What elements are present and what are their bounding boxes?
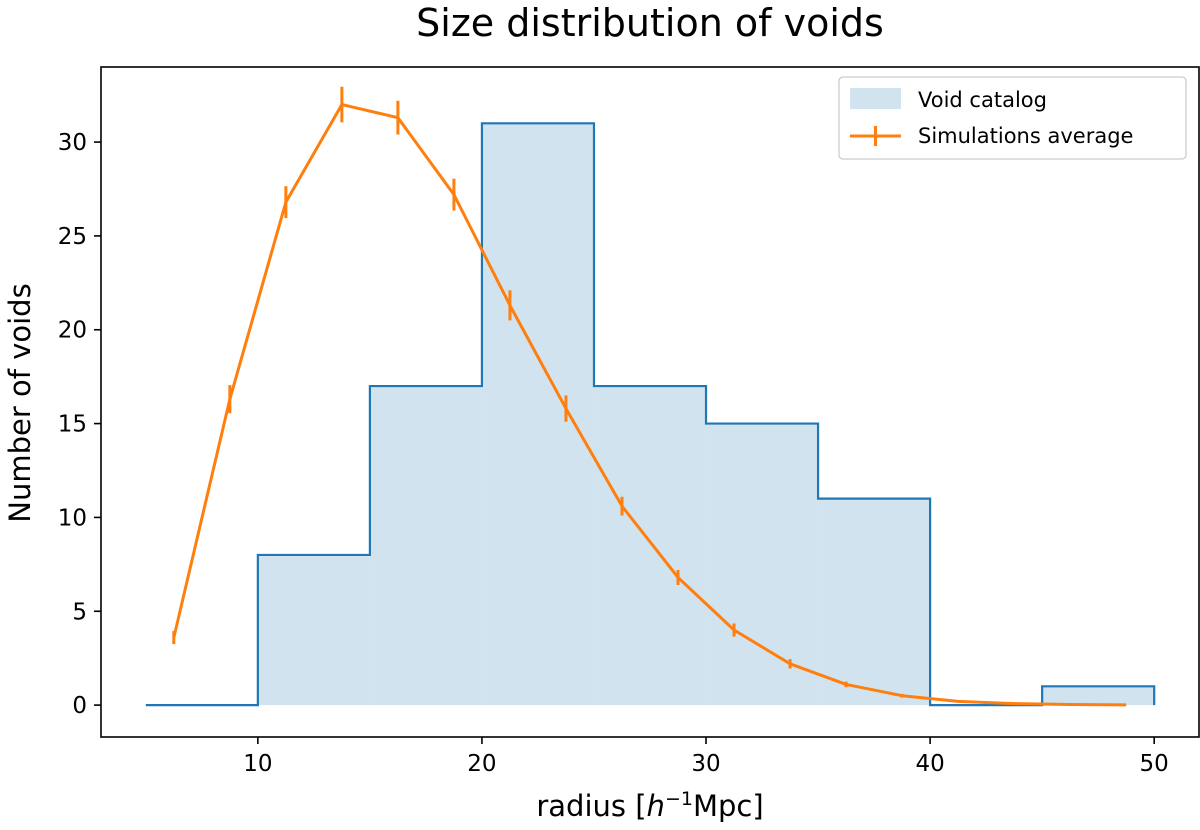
chart-title: Size distribution of voids: [416, 1, 884, 45]
histogram-bar-25-30: [593, 386, 707, 706]
legend: Void catalog Simulations average: [838, 76, 1187, 160]
histogram-bar-20-25: [481, 123, 594, 706]
plot-area: [145, 86, 1156, 707]
y-tick-label-20: 20: [58, 318, 87, 344]
y-axis-label: Number of voids: [3, 283, 37, 522]
x-tick-label-10: 10: [243, 751, 272, 777]
legend-label-void-catalog: Void catalog: [918, 88, 1047, 112]
y-tick-label-30: 30: [58, 130, 87, 156]
y-tick-label-0: 0: [72, 693, 87, 719]
legend-box: [838, 76, 1187, 160]
x-tick-label-20: 20: [467, 751, 496, 777]
histogram-bar-10-15: [257, 554, 370, 706]
legend-histogram-swatch: [850, 88, 901, 109]
histogram-bar-30-35: [706, 423, 819, 706]
x-tick-label-40: 40: [915, 751, 944, 777]
x-tick-label-50: 50: [1140, 751, 1169, 777]
y-tick-label-5: 5: [72, 599, 87, 625]
axes-frame: [100, 66, 1200, 738]
axes: 10 20 30 40 50 0 5 10 15 20 25 30: [58, 66, 1200, 777]
x-tick-label-30: 30: [691, 751, 720, 777]
y-tick-label-10: 10: [58, 505, 87, 531]
histogram-bar-45-50: [1042, 686, 1155, 706]
histogram-bar-15-20: [369, 386, 482, 706]
x-axis-label: radius [h−1Mpc]: [536, 788, 763, 823]
y-tick-label-15: 15: [58, 412, 87, 438]
histogram-bar-35-40: [818, 498, 931, 706]
simulations-average-line: [172, 103, 1127, 707]
y-tick-label-25: 25: [58, 224, 87, 250]
legend-label-simulations-average: Simulations average: [918, 124, 1133, 148]
